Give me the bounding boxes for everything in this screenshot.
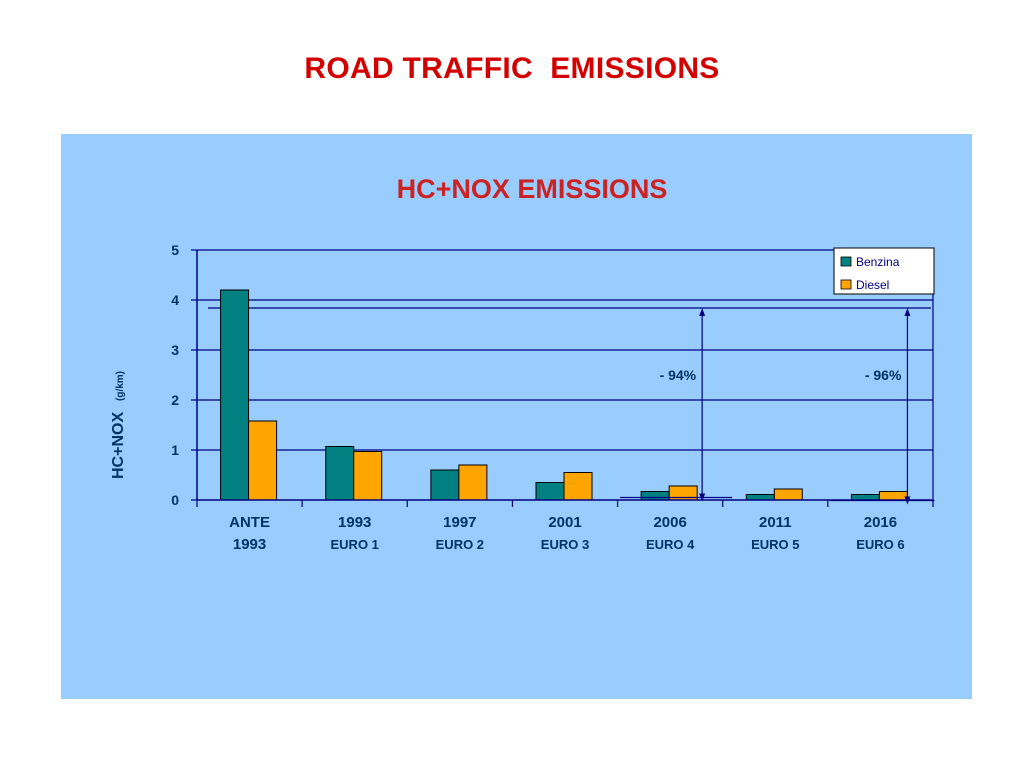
bar-diesel-6 (878, 491, 908, 501)
x-label-sub-2: EURO 2 (436, 537, 484, 552)
legend-label-benzina: Benzina (856, 255, 900, 269)
y-axis-unit: (g/km) (115, 371, 126, 401)
bar-diesel-3 (563, 472, 593, 501)
x-label-sub-6: EURO 6 (856, 537, 904, 552)
annotation-label-1: - 96% (865, 367, 902, 383)
bar-diesel-0 (248, 420, 278, 501)
bar-benzina-0 (220, 289, 250, 501)
annotation-arrowhead-up-0 (699, 308, 706, 316)
y-tick-label-2: 2 (171, 392, 179, 408)
bar-diesel-5 (773, 488, 803, 501)
x-label-year-1: 1993 (338, 514, 371, 531)
y-axis-label: HC+NOX (110, 412, 127, 479)
chart-panel: HC+NOX EMISSIONS HC+NOX (g/km) 0 1 2 3 4 5 AN… (61, 134, 972, 699)
x-label-sub-3: EURO 3 (541, 537, 589, 552)
annotation-arrowhead-up-1 (904, 308, 911, 316)
x-label-year-0: ANTE (229, 514, 270, 531)
x-label-year-5: 2011 (759, 514, 792, 531)
bar-benzina-4 (640, 491, 670, 501)
x-label-sub-1: EURO 1 (331, 537, 379, 552)
x-label-sub-4: EURO 4 (646, 537, 695, 552)
slide-title: ROAD TRAFFIC EMISSIONS (304, 52, 720, 85)
bar-benzina-1 (325, 446, 355, 501)
annotation-label-0: - 94% (660, 367, 697, 383)
bar-benzina-2 (430, 469, 460, 501)
chart-title: HC+NOX EMISSIONS (397, 174, 668, 204)
y-tick-label-1: 1 (171, 442, 179, 458)
y-tick-label-4: 4 (171, 292, 179, 308)
x-tick-labels: ANTE 1993 1993 EURO 1 1997 EURO 2 2001 EURO 3 20… (229, 514, 904, 553)
bar-benzina-6 (850, 494, 880, 501)
legend: Benzina Diesel (833, 247, 935, 295)
bar-benzina-3 (535, 482, 565, 501)
y-tick-label-5: 5 (171, 242, 179, 258)
legend-label-diesel: Diesel (856, 278, 889, 292)
x-label-sub-0: 1993 (233, 536, 266, 553)
gridlines (191, 249, 933, 501)
x-label-year-6: 2016 (864, 514, 897, 531)
annotations: - 94% - 96% (620, 308, 935, 505)
x-label-year-3: 2001 (548, 514, 581, 531)
bar-diesel-1 (353, 451, 383, 501)
hc-nox-chart: HC+NOX EMISSIONS HC+NOX (g/km) 0 1 2 3 4 5 AN… (110, 174, 935, 553)
x-label-year-2: 1997 (443, 514, 476, 531)
y-axis-label-group: HC+NOX (g/km) (110, 371, 127, 479)
y-tick-label-3: 3 (171, 342, 179, 358)
bars (220, 289, 908, 501)
bar-benzina-5 (745, 494, 775, 501)
legend-swatch-benzina (840, 256, 852, 267)
y-tick-labels: 0 1 2 3 4 5 (171, 242, 179, 508)
x-label-year-4: 2006 (653, 514, 686, 531)
y-tick-label-0: 0 (171, 492, 179, 508)
x-label-sub-5: EURO 5 (751, 537, 799, 552)
legend-swatch-diesel (840, 279, 852, 290)
axes (196, 250, 934, 507)
bar-diesel-2 (458, 464, 488, 501)
